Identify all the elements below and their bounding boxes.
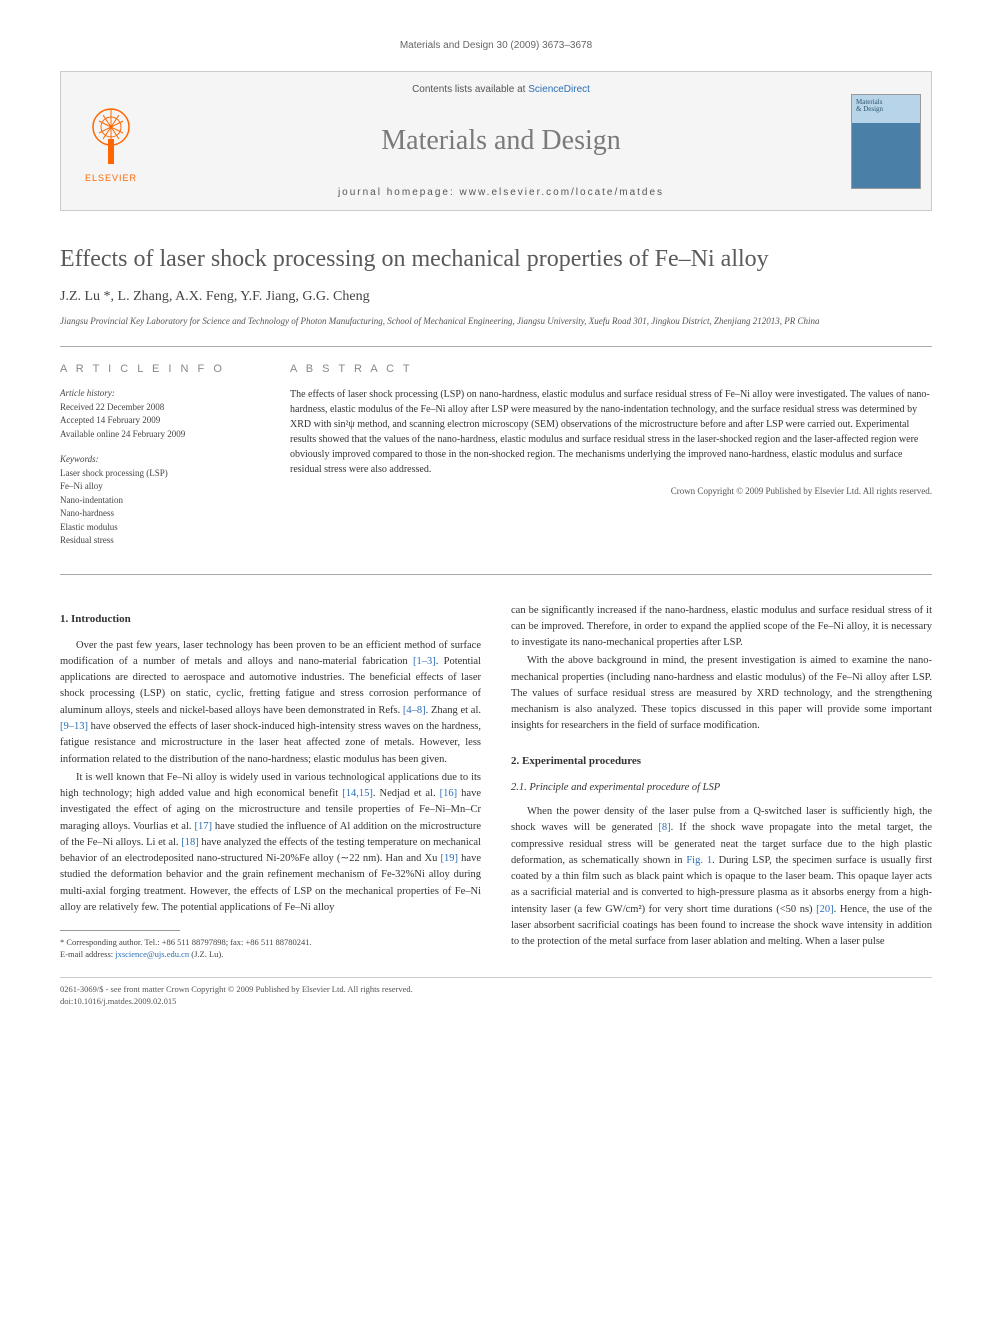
body-text: 1. Introduction Over the past few years,… bbox=[60, 603, 932, 961]
authors-line: J.Z. Lu *, L. Zhang, A.X. Feng, Y.F. Jia… bbox=[60, 289, 932, 305]
keyword: Laser shock processing (LSP) bbox=[60, 467, 260, 481]
affiliation: Jiangsu Provincial Key Laboratory for Sc… bbox=[60, 315, 932, 328]
sciencedirect-link[interactable]: ScienceDirect bbox=[528, 84, 590, 95]
section-2-heading: 2. Experimental procedures bbox=[511, 753, 932, 770]
abstract-column: A B S T R A C T The effects of laser sho… bbox=[290, 361, 932, 560]
footnotes: * Corresponding author. Tel.: +86 511 88… bbox=[60, 937, 481, 961]
ref-link[interactable]: [8] bbox=[658, 822, 670, 833]
ref-link[interactable]: [20] bbox=[816, 904, 834, 915]
article-info-heading: A R T I C L E I N F O bbox=[60, 361, 260, 378]
elsevier-logo: ELSEVIER bbox=[61, 72, 161, 210]
abstract-heading: A B S T R A C T bbox=[290, 361, 932, 378]
journal-homepage: journal homepage: www.elsevier.com/locat… bbox=[338, 187, 664, 198]
corresponding-author: * Corresponding author. Tel.: +86 511 88… bbox=[60, 937, 481, 949]
journal-title: Materials and Design bbox=[381, 125, 621, 157]
keywords-label: Keywords: bbox=[60, 453, 260, 467]
contents-prefix: Contents lists available at bbox=[412, 84, 528, 95]
publisher-label: ELSEVIER bbox=[85, 173, 137, 183]
cover-line2: & Design bbox=[856, 105, 883, 113]
ref-link[interactable]: [4–8] bbox=[403, 705, 426, 716]
article-title: Effects of laser shock processing on mec… bbox=[60, 246, 932, 273]
abstract-text: The effects of laser shock processing (L… bbox=[290, 387, 932, 477]
footer-doi: doi:10.1016/j.matdes.2009.02.015 bbox=[60, 996, 932, 1008]
email-suffix: (J.Z. Lu). bbox=[189, 949, 223, 959]
ref-link[interactable]: [14,15] bbox=[342, 788, 373, 799]
intro-para-2a: It is well known that Fe–Ni alloy is wid… bbox=[60, 770, 481, 916]
email-label: E-mail address: bbox=[60, 949, 115, 959]
footer-copyright: 0261-3069/$ - see front matter Crown Cop… bbox=[60, 984, 932, 996]
contents-lists-line: Contents lists available at ScienceDirec… bbox=[412, 84, 590, 95]
intro-para-3: With the above background in mind, the p… bbox=[511, 653, 932, 734]
running-header: Materials and Design 30 (2009) 3673–3678 bbox=[60, 40, 932, 51]
keyword: Nano-hardness bbox=[60, 507, 260, 521]
history-online: Available online 24 February 2009 bbox=[60, 428, 260, 442]
keyword: Fe–Ni alloy bbox=[60, 480, 260, 494]
exp-para-1: When the power density of the laser puls… bbox=[511, 804, 932, 950]
journal-cover-thumb: Materials & Design bbox=[841, 72, 931, 210]
keyword: Elastic modulus bbox=[60, 521, 260, 535]
ref-link[interactable]: [16] bbox=[440, 788, 458, 799]
history-label: Article history: bbox=[60, 387, 260, 401]
intro-para-2b: can be significantly increased if the na… bbox=[511, 603, 932, 652]
section-2-1-heading: 2.1. Principle and experimental procedur… bbox=[511, 780, 932, 796]
ref-link[interactable]: [18] bbox=[181, 837, 199, 848]
ref-link[interactable]: [17] bbox=[194, 821, 212, 832]
footnote-rule bbox=[60, 930, 180, 931]
keyword: Nano-indentation bbox=[60, 494, 260, 508]
journal-masthead: ELSEVIER Contents lists available at Sci… bbox=[60, 71, 932, 211]
email-link[interactable]: jxscience@ujs.edu.cn bbox=[115, 949, 189, 959]
ref-link[interactable]: [9–13] bbox=[60, 721, 88, 732]
history-accepted: Accepted 14 February 2009 bbox=[60, 414, 260, 428]
ref-link[interactable]: [1–3] bbox=[413, 656, 436, 667]
section-1-heading: 1. Introduction bbox=[60, 611, 481, 628]
history-received: Received 22 December 2008 bbox=[60, 401, 260, 415]
keyword: Residual stress bbox=[60, 534, 260, 548]
elsevier-tree-icon bbox=[81, 99, 141, 169]
ref-link[interactable]: [19] bbox=[441, 853, 459, 864]
intro-para-1: Over the past few years, laser technolog… bbox=[60, 638, 481, 768]
article-info-column: A R T I C L E I N F O Article history: R… bbox=[60, 361, 260, 560]
page-footer: 0261-3069/$ - see front matter Crown Cop… bbox=[60, 977, 932, 1008]
fig-link[interactable]: Fig. 1 bbox=[686, 855, 712, 866]
abstract-copyright: Crown Copyright © 2009 Published by Else… bbox=[290, 485, 932, 499]
